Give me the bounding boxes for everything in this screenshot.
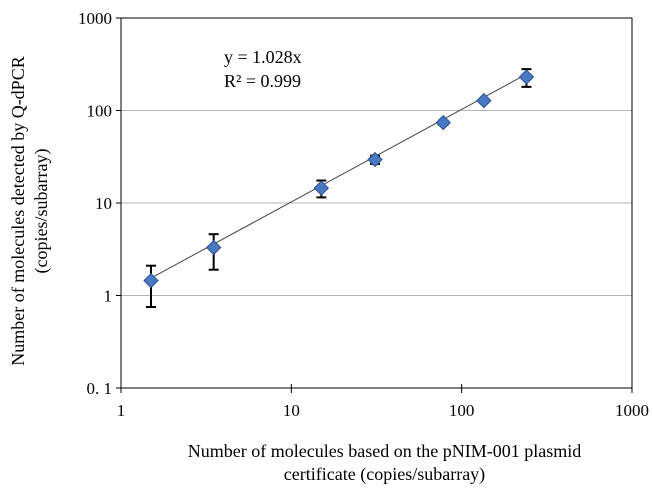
data-point [435, 114, 451, 131]
data-point [367, 151, 383, 168]
x-axis-title-line1: Number of molecules based on the pNIM-00… [188, 441, 581, 461]
y-tick-label: 1 [104, 287, 113, 306]
r-squared-label: R² = 0.999 [224, 71, 301, 91]
y-axis-title-line2: (copies/subarray) [31, 149, 52, 274]
equation-label: y = 1.028x [224, 47, 302, 67]
x-ticks: 1 10 100 1000 [117, 384, 649, 420]
data-point [205, 239, 222, 256]
grid-lines [121, 110, 632, 296]
y-tick-label: 100 [87, 102, 113, 121]
y-tick-label: 1000 [78, 9, 112, 28]
x-tick-label: 1000 [615, 401, 649, 420]
data-points [143, 69, 535, 289]
y-tick-label: 10 [95, 194, 112, 213]
x-tick-label: 1 [117, 401, 126, 420]
data-point [476, 92, 492, 109]
x-tick-label: 10 [283, 401, 300, 420]
y-tick-label: 0. 1 [87, 379, 113, 398]
y-axis-title: Number of molecules detected by Q-dPCR (… [8, 56, 52, 365]
data-point [518, 69, 535, 85]
y-axis-title-line1: Number of molecules detected by Q-dPCR [8, 56, 28, 365]
y-ticks: 0. 1 1 10 100 1000 [78, 9, 121, 398]
x-tick-label: 100 [449, 401, 475, 420]
x-axis-title-line2: certificate (copies/subarray) [284, 464, 485, 485]
data-point [143, 272, 159, 289]
data-point [313, 180, 330, 196]
